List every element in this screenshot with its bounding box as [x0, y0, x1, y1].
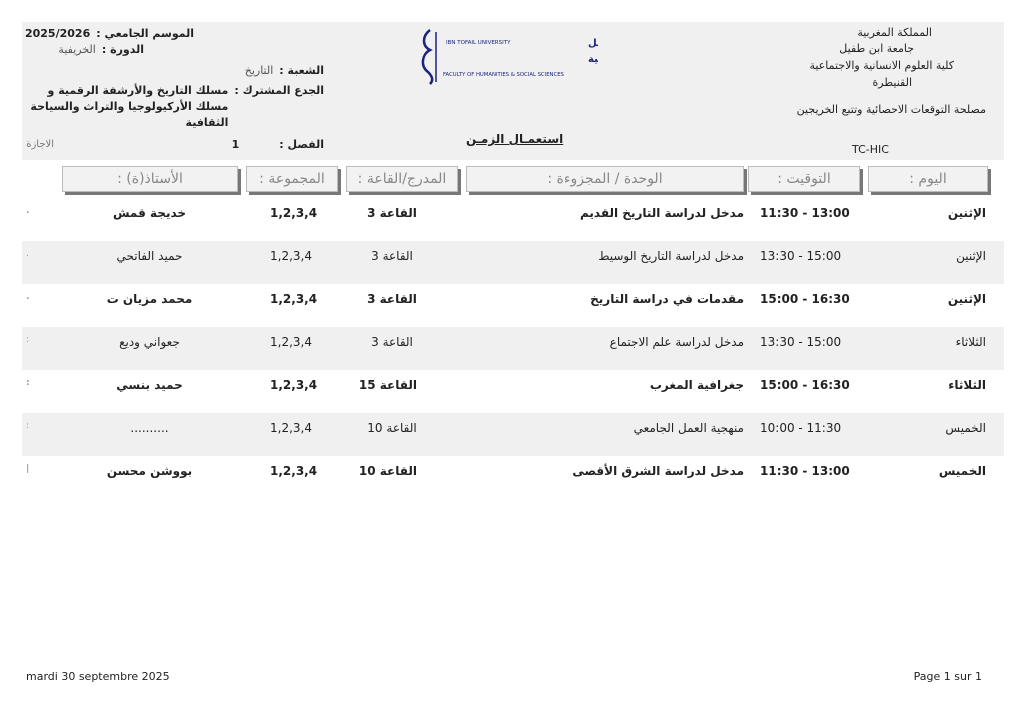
cell-day: الإثنين [947, 292, 986, 306]
cell-group: 1,2,3,4 [270, 249, 312, 263]
page-title: استعمـال الزمـن [466, 132, 564, 146]
common-core-line1: مسلك التاريخ والأرشفة الرقمية و [47, 84, 229, 97]
header-faculty: كلية العلوم الانسانية والاجتماعية [809, 59, 954, 72]
col-header-time: التوقيت : [748, 166, 860, 192]
cell-module: مدخل لدراسة علم الاجتماع [609, 335, 744, 349]
cell-teacher: .......... [130, 421, 169, 435]
cell-room: القاعة 15 [358, 378, 417, 392]
svg-text:جامعة ابن طفيل: جامعة ابن طفيل [588, 38, 598, 49]
table-row: الخميس 10:00 - 11:30 منهجية العمل الجامعي ا… [22, 413, 1004, 456]
common-core-label: الجدع المشترك : [234, 84, 324, 97]
cell-teacher: محمد مزيان ت [106, 292, 193, 306]
table-row: الإثنين 13:30 - 15:00 مدخل لدراسة التاريخ … [22, 241, 1004, 284]
cell-edge: | [26, 464, 30, 474]
cell-room: القاعة 3 [371, 249, 413, 263]
cell-time: 10:00 - 11:30 [760, 421, 842, 435]
table-row: الإثنين 11:30 - 13:00 مدخل لدراسة التاريخ … [22, 198, 1004, 241]
table-row: الثلاثاء 13:30 - 15:00 مدخل لدراسة علم الا… [22, 327, 1004, 370]
season-field: الموسم الجامعي : 2025/2026 [25, 27, 194, 40]
cell-room: القاعة 10 [367, 421, 417, 435]
cell-group: 1,2,3,4 [270, 292, 318, 306]
program-code: TC-HIC [852, 143, 889, 156]
col-header-group: المجموعة : [246, 166, 338, 192]
svg-text:IBN TOFAIL UNIVERSITY: IBN TOFAIL UNIVERSITY [446, 40, 511, 46]
cell-room: القاعة 3 [371, 335, 413, 349]
cell-edge: : [26, 335, 30, 345]
cell-time: 15:00 - 16:30 [760, 292, 850, 306]
department-label: الشعبة : [279, 64, 324, 77]
cell-module: مدخل لدراسة التاريخ القديم [580, 206, 744, 220]
season-label: الموسم الجامعي : [96, 27, 194, 40]
cell-edge: : [26, 378, 30, 388]
cell-time: 11:30 - 13:00 [760, 206, 850, 220]
cell-teacher: خديجة قمش [112, 206, 187, 220]
cell-module: مدخل لدراسة الشرق الأقصى [572, 464, 744, 478]
col-header-day: اليوم : [868, 166, 988, 192]
cell-group: 1,2,3,4 [270, 421, 312, 435]
cell-module: مقدمات في دراسة التاريخ [590, 292, 744, 306]
table-row: الإثنين 15:00 - 16:30 مقدمات في دراسة التا… [22, 284, 1004, 327]
common-core-line2: مسلك الأركيولوجيا والتراث والسياحة [30, 100, 229, 113]
header-city: القنيطرة [872, 76, 912, 89]
header-service: مصلحة التوقعات الاحصائية وتتبع الخريجين [796, 103, 986, 116]
cell-time: 15:00 - 16:30 [760, 378, 850, 392]
header-kingdom: المملكة المغربية [857, 26, 932, 39]
svg-text:كلية العلوم الإنسانية و الاجتم: كلية العلوم الإنسانية و الاجتماعية [588, 54, 598, 65]
header-university: جامعة ابن طفيل [839, 42, 914, 55]
cell-day: الإثنين [956, 249, 986, 263]
cell-day: الإثنين [947, 206, 986, 220]
col-header-room: المدرج/القاعة : [346, 166, 458, 192]
cell-room: القاعة 10 [358, 464, 417, 478]
common-core-line3: الثقافية [185, 116, 229, 129]
cell-group: 1,2,3,4 [270, 464, 318, 478]
semester-field: الفصل : 1 [232, 138, 324, 151]
cell-module: مدخل لدراسة التاريخ الوسيط [598, 249, 744, 263]
cell-teacher: حميد الفاتحي [116, 249, 183, 263]
cell-group: 1,2,3,4 [270, 378, 318, 392]
session-label: الدورة : [101, 43, 144, 56]
university-logo: IBN TOFAIL UNIVERSITY جامعة ابن طفيل كلي… [418, 26, 751, 86]
table-row: الثلاثاء 15:00 - 16:30 جغرافية المغرب القاع… [22, 370, 1004, 413]
common-core-field: الجدع المشترك : مسلك التاريخ والأرشفة ال… [30, 84, 324, 129]
cell-time: 13:30 - 15:00 [760, 249, 842, 263]
col-header-teacher: الأستاذ(ة) : [62, 166, 238, 192]
cell-edge: . [26, 292, 30, 302]
session-value: الخريفية [58, 43, 96, 56]
header-band [22, 22, 1004, 160]
cell-time: 11:30 - 13:00 [760, 464, 850, 478]
cell-edge: . [26, 206, 30, 216]
cell-module: منهجية العمل الجامعي [633, 421, 744, 435]
cell-day: الخميس [938, 464, 986, 478]
session-field: الدورة : الخريفية [58, 43, 144, 56]
cell-group: 1,2,3,4 [270, 206, 318, 220]
cell-day: الثلاثاء [948, 378, 986, 392]
degree: الاجازة [26, 139, 54, 150]
semester-value: 1 [231, 138, 240, 151]
cell-room: القاعة 3 [367, 206, 417, 220]
cell-edge: . [26, 249, 29, 259]
cell-day: الثلاثاء [955, 335, 986, 349]
semester-label: الفصل : [279, 138, 324, 151]
cell-teacher: بووشن محسن [106, 464, 193, 478]
cell-group: 1,2,3,4 [270, 335, 312, 349]
svg-text:FACULTY OF HUMANITIES & SOCIAL: FACULTY OF HUMANITIES & SOCIAL SCIENCES [443, 72, 565, 78]
cell-teacher: جعواني وديع [119, 335, 180, 349]
table-row: الخميس 11:30 - 13:00 مدخل لدراسة الشرق الأ… [22, 456, 1004, 499]
cell-module: جغرافية المغرب [649, 378, 744, 392]
footer-page: Page 1 sur 1 [913, 670, 982, 683]
cell-day: الخميس [945, 421, 986, 435]
col-header-module: الوحدة / المجزوءة : [466, 166, 744, 192]
department-field: الشعبة : التاريخ [245, 64, 324, 77]
footer-date: mardi 30 septembre 2025 [26, 670, 170, 683]
department-value: التاريخ [244, 64, 274, 77]
cell-time: 13:30 - 15:00 [760, 335, 842, 349]
season-value: 2025/2026 [24, 27, 91, 40]
cell-room: القاعة 3 [367, 292, 417, 306]
cell-teacher: حميد بنسي [116, 378, 183, 392]
cell-edge: : [26, 421, 30, 431]
logo-emblem-icon: IBN TOFAIL UNIVERSITY جامعة ابن طفيل كلي… [421, 29, 751, 85]
